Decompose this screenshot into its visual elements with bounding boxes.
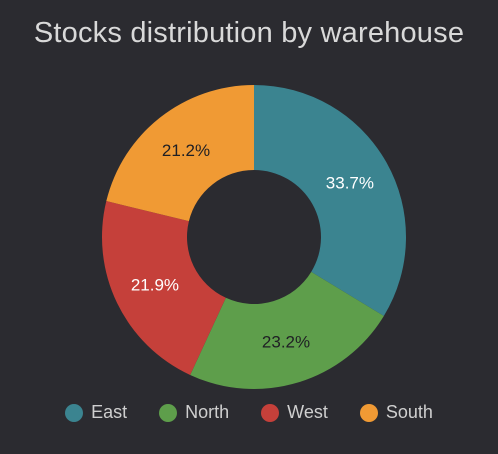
legend-swatch-east: [65, 403, 84, 422]
legend-label: South: [385, 402, 433, 422]
legend-label: East: [91, 402, 128, 422]
slice-north: [190, 271, 384, 389]
chart-title: Stocks distribution by warehouse: [33, 17, 465, 49]
legend-item-west[interactable]: West: [261, 402, 328, 423]
legend-item-east[interactable]: East: [65, 402, 127, 423]
legend-swatch-south: [359, 403, 378, 422]
data-label-north: 23.2%: [262, 333, 310, 352]
slice-south: [106, 85, 254, 222]
data-label-south: 21.2%: [162, 141, 210, 160]
legend-item-south[interactable]: South: [359, 402, 433, 423]
legend-label: West: [287, 402, 328, 422]
data-label-west: 21.9%: [131, 275, 179, 294]
legend-swatch-west: [261, 403, 280, 422]
legend-swatch-north: [159, 403, 178, 422]
legend: East North West South: [0, 402, 498, 423]
slice-west: [101, 201, 226, 375]
slice-east: [254, 85, 407, 317]
legend-label: North: [185, 402, 230, 422]
data-label-east: 33.7%: [326, 174, 374, 193]
legend-item-north[interactable]: North: [159, 402, 229, 423]
